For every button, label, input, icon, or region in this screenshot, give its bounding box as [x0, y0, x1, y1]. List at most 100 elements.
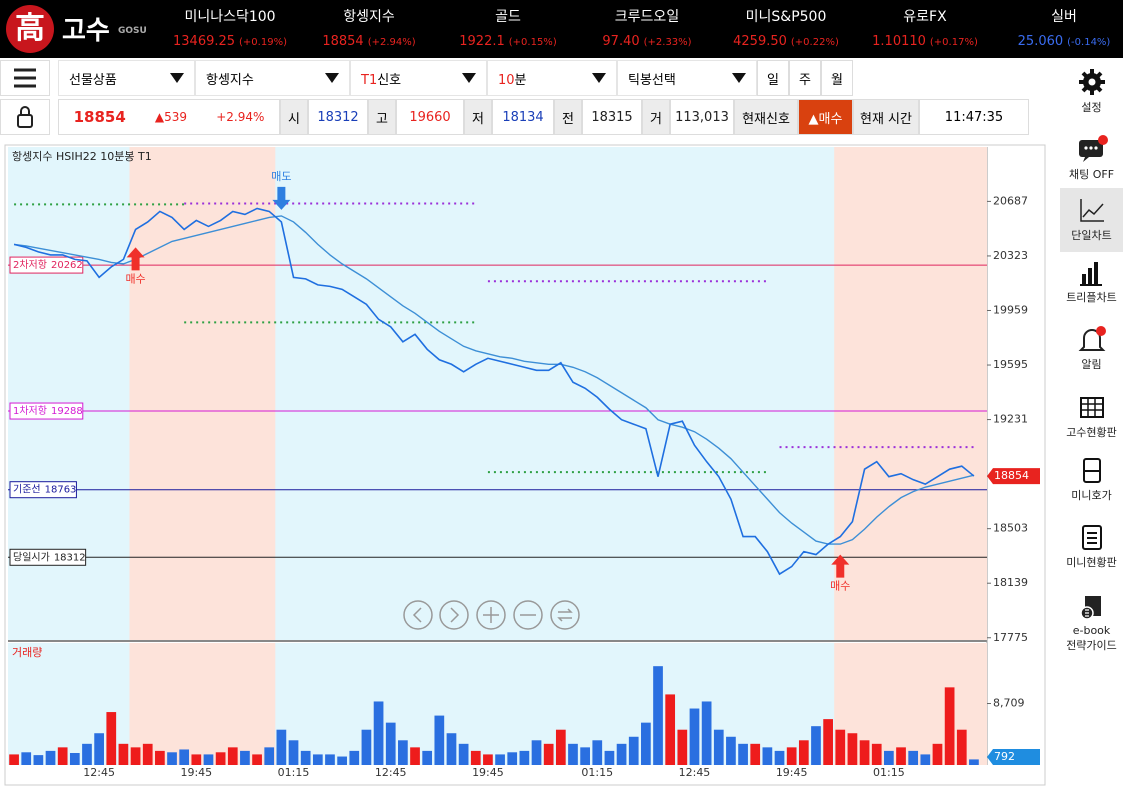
dropdown[interactable]: 틱봉선택 [617, 60, 757, 96]
sidebar-item[interactable]: 채팅 OFF [1060, 127, 1123, 191]
x-tick-label: 12:45 [83, 766, 115, 779]
ticker-price: 1922.1 [459, 34, 505, 49]
logo-sub: GOSU [118, 26, 147, 36]
ticker-name: 항셍지수 [343, 9, 395, 25]
ticker-price: 1.10110 [872, 34, 926, 49]
sidebar-item[interactable]: 설정 [1060, 60, 1123, 124]
zoom-in[interactable] [476, 600, 506, 630]
current-price-tag [987, 468, 1040, 485]
volume-bar [373, 701, 384, 765]
dropdown[interactable]: 항셍지수 [195, 60, 350, 96]
logo[interactable]: 高 [6, 5, 54, 53]
period-button[interactable]: 주 [789, 60, 821, 96]
sidebar-label: 설정 [1081, 101, 1102, 114]
volume-bar [774, 750, 785, 765]
volume-bar [677, 729, 688, 765]
dropdown[interactable]: 10분 [487, 60, 617, 96]
field-value: 19660 [396, 99, 464, 135]
ticker[interactable]: 유로FX 1.10110 (+0.17%) [855, 6, 995, 49]
volume-bar [884, 750, 894, 765]
level-name: 2차저항 [13, 259, 47, 271]
volume-label: 거래량 [12, 646, 42, 659]
level-label: 기준선 18763 [13, 484, 76, 496]
x-tick-label: 12:45 [375, 766, 407, 779]
signal-label: 매도 [271, 170, 291, 183]
ticker-price: 25.060 [1017, 34, 1064, 49]
sidebar-icon [1082, 458, 1101, 483]
level-label: 1차저항 19288 [13, 405, 83, 417]
sidebar-item[interactable]: 미니호가 [1060, 448, 1123, 512]
volume-bar [823, 719, 833, 765]
ticker-name: 미니S&P500 [745, 9, 827, 25]
nav-buttons[interactable] [403, 600, 580, 630]
sidebar-item[interactable]: 단일차트 [1060, 188, 1123, 252]
sidebar-item[interactable]: 고수현황판 [1060, 385, 1123, 449]
ticker[interactable]: 미니S&P500 4259.50 (+0.22%) [716, 6, 856, 49]
volume-bar [592, 740, 603, 765]
volume-bar [811, 726, 821, 765]
volume-bar [835, 729, 846, 765]
info-bar: 18854 ▲539 +2.94% 시 18312 고 19660 저 18134 전 18315 거… [58, 99, 1048, 135]
y-tick-label: 20687 [993, 194, 1028, 207]
level-name: 기준선 [13, 484, 41, 496]
sidebar-label: 고수현황판 [1066, 426, 1117, 439]
sell-arrow [272, 186, 291, 210]
zoom-out[interactable] [513, 600, 543, 630]
volume-bar [495, 754, 505, 765]
volume-bar [155, 750, 165, 765]
volume-bar [422, 750, 433, 765]
ticker[interactable]: 골드 1922.1 (+0.15%) [438, 6, 578, 49]
level-tag: 2차저항 20262 [9, 256, 84, 274]
level-box [9, 402, 84, 420]
current-volume-label: 792 [994, 750, 1015, 763]
price-change-pct: +2.94% [216, 110, 265, 124]
sidebar-item[interactable]: e-book 전략가이드 [1060, 585, 1123, 665]
sidebar-item[interactable]: 미니현황판 [1060, 515, 1123, 579]
volume-bar [130, 747, 141, 765]
icon [412, 607, 422, 623]
ticker[interactable]: 항셍지수 18854 (+2.94%) [299, 6, 439, 49]
dropdown[interactable]: 선물상품 [58, 60, 195, 96]
dropdown-label: T1신호 [361, 69, 401, 88]
ticker[interactable]: 크루드오일 97.40 (+2.33%) [577, 6, 717, 49]
period-button[interactable]: 월 [821, 60, 853, 96]
sidebar-item[interactable]: 트리플차트 [1060, 250, 1123, 314]
ticker-price: 13469.25 [173, 34, 236, 49]
level-value: 18312 [54, 552, 86, 563]
field-value: 18134 [492, 99, 554, 135]
period-button[interactable]: 일 [757, 60, 789, 96]
y-tick-label: 17775 [993, 631, 1028, 644]
x-tick-label: 19:45 [776, 766, 808, 779]
nav-prev[interactable] [403, 600, 433, 630]
x-tick-label: 12:45 [679, 766, 711, 779]
level-name: 1차저항 [13, 405, 47, 417]
ticker-name: 크루드오일 [614, 9, 680, 25]
volume-bar [385, 722, 396, 765]
volume-bar [470, 750, 481, 765]
lock-button[interactable] [0, 99, 50, 135]
dropdown[interactable]: T1신호 [350, 60, 487, 96]
volume-bar [859, 740, 870, 765]
time-value: 11:47:35 [919, 99, 1029, 135]
dropdown-arrow [325, 73, 339, 83]
ticker-change: (+2.94%) [367, 37, 416, 48]
volume-bar [9, 754, 19, 765]
menu-button[interactable] [0, 60, 50, 96]
ticker-price: 97.40 [602, 34, 640, 49]
volume-bar [726, 736, 736, 765]
level-tag: 1차저항 19288 [9, 402, 84, 420]
field-value: 113,013 [670, 99, 734, 135]
sidebar-icon [1079, 596, 1101, 620]
refresh[interactable] [550, 600, 580, 630]
nav-next[interactable] [439, 600, 469, 630]
volume-bar [410, 747, 420, 765]
volume-bar [276, 729, 287, 765]
y-tick-label: 19595 [993, 358, 1028, 371]
field-label: 시 [280, 99, 308, 135]
sidebar-icon [1079, 397, 1104, 418]
sidebar-item[interactable]: 알림 [1060, 317, 1123, 381]
ticker[interactable]: 미니나스닥100 13469.25 (+0.19%) [160, 6, 300, 49]
sidebar-icon [1078, 326, 1106, 351]
ticker[interactable]: 실버 25.060 (-0.14%) [994, 6, 1123, 49]
x-tick-label: 01:15 [278, 766, 310, 779]
